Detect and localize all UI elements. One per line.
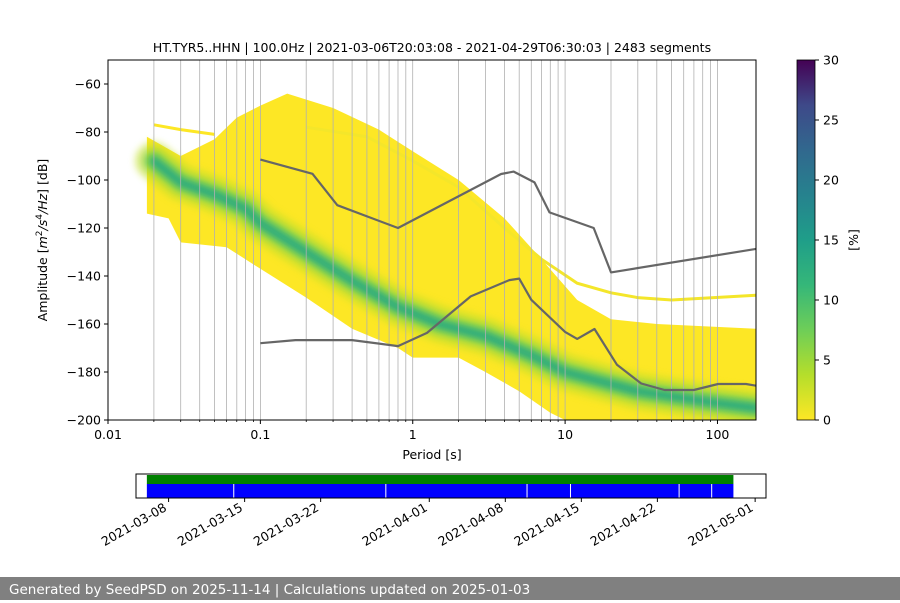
noise-model-lower-line	[260, 277, 756, 392]
psd-density-envelope	[146, 93, 756, 420]
x-tick-label: 100	[706, 427, 730, 442]
y-tick-label: −80	[75, 125, 101, 140]
noise-model-lines	[260, 158, 756, 392]
timeline-tick-label: 2021-04-01	[359, 500, 429, 549]
timeline-tick-label: 2021-03-15	[175, 500, 245, 549]
timeline-segments-bar	[146, 484, 734, 498]
timeline-tick-label: 2021-04-22	[587, 500, 657, 549]
psd-outlier-0	[153, 123, 215, 136]
colorbar-label: [%]	[846, 229, 861, 251]
y-tick-label: −200	[67, 413, 101, 428]
x-axis-label: Period [s]	[402, 447, 461, 462]
timeline-tick-label: 2021-05-01	[685, 500, 755, 549]
timeline-coverage: 2021-03-08 2021-03-15 2021-03-22 2021-04-01…	[99, 473, 767, 549]
footer-text: Generated by SeedPSD on 2025-11-14 | Cal…	[9, 582, 531, 598]
timeline-tick-label: 2021-03-22	[251, 500, 321, 549]
chart-title: HT.TYR5..HHN | 100.0Hz | 2021-03-06T20:0…	[153, 40, 711, 55]
colorbar-axis: 0 5 10 15 20 25 30	[815, 53, 839, 428]
footer-bar: Generated by SeedPSD on 2025-11-14 | Cal…	[0, 577, 900, 600]
timeline-tick-label: 2021-04-15	[511, 500, 581, 549]
timeline-tick-label: 2021-03-08	[99, 500, 169, 549]
colorbar-tick-label: 25	[823, 113, 839, 128]
y-tick-label: −140	[67, 269, 101, 284]
y-tick-label: −60	[75, 77, 101, 92]
timeline-availability-bar	[146, 475, 734, 484]
x-tick-label: 0.01	[94, 427, 122, 442]
x-tick-label: 10	[557, 427, 573, 442]
x-axis: 0.01 0.1 1 10 100	[94, 420, 729, 442]
psd-density-layer	[134, 93, 756, 420]
y-axis: −60 −80 −100 −120 −140 −160 −180 −200	[67, 77, 108, 428]
colorbar-tick-label: 10	[823, 293, 839, 308]
noise-model-upper-line	[260, 158, 756, 274]
y-tick-label: −160	[67, 317, 101, 332]
x-tick-label: 1	[409, 427, 417, 442]
colorbar-tick-label: 0	[823, 413, 831, 428]
colorbar-tick-label: 5	[823, 353, 831, 368]
colorbar-tick-label: 15	[823, 233, 839, 248]
y-tick-label: −120	[67, 221, 101, 236]
y-tick-label: −180	[67, 365, 101, 380]
plot-frame	[107, 59, 757, 421]
x-tick-label: 0.1	[250, 427, 270, 442]
timeline-tick-label: 2021-04-08	[435, 500, 505, 549]
y-axis-label: Amplitude [m2/s4/Hz] [dB]	[35, 159, 50, 322]
y-tick-label: −100	[67, 173, 101, 188]
colorbar	[796, 59, 816, 421]
colorbar-tick-label: 20	[823, 173, 839, 188]
colorbar-tick-label: 30	[823, 53, 839, 68]
timeline-border	[135, 473, 767, 499]
